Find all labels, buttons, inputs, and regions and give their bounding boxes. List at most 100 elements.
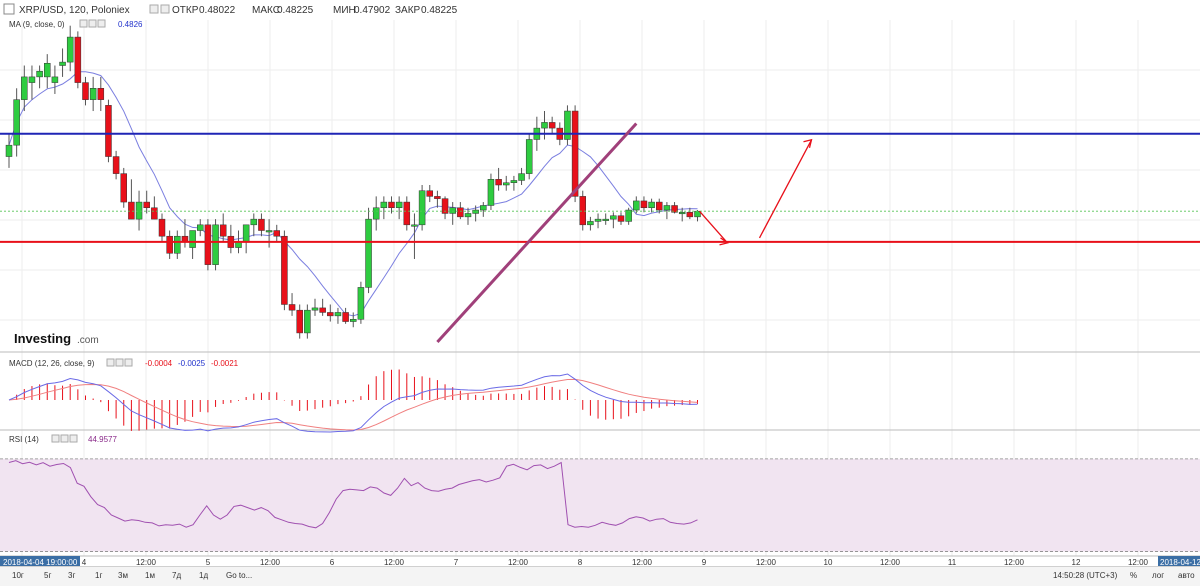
x-tick-label: 12:00 — [136, 558, 157, 567]
ohlc-open-label: ОТКР — [172, 5, 199, 16]
x-tick-label: 12:00 — [1004, 558, 1025, 567]
x-tick-label: 12:00 — [632, 558, 653, 567]
candle-up — [304, 309, 311, 334]
x-axis: 4 12:00 5 12:00 6 12:00 7 12:00 8 12:00 9 12:00 10 12… — [0, 556, 1200, 567]
candle-down — [571, 110, 579, 197]
start-date-label: 2018-04-04 19:00:00 — [3, 558, 78, 567]
candle-up — [602, 218, 609, 221]
candle-up — [518, 173, 525, 181]
collapse-icon[interactable] — [3, 3, 15, 15]
candle-up — [242, 224, 250, 243]
percent-toggle[interactable]: % — [1130, 571, 1138, 580]
candle-up — [21, 76, 28, 100]
macd-legend: MACD (12, 26, close, 9) -0.0004 -0.0025 … — [9, 358, 239, 368]
eye-icon[interactable] — [79, 19, 88, 28]
x-tick-label: 7 — [454, 558, 459, 567]
end-date-box — [1158, 556, 1200, 567]
x-tick-label: 9 — [702, 558, 707, 567]
period-1d-button[interactable]: 1д — [199, 571, 209, 580]
period-3y-button[interactable]: 3г — [68, 571, 76, 580]
settings-icon[interactable] — [115, 358, 124, 367]
rsi-panel — [0, 458, 1200, 552]
candle-up — [449, 207, 456, 214]
period-1y-button[interactable]: 1г — [95, 571, 103, 580]
period-3m-button[interactable]: 3м — [118, 571, 128, 580]
x-tick-label: 12:00 — [1128, 558, 1149, 567]
candle-up — [594, 218, 602, 222]
candle-up — [564, 110, 571, 140]
close-icon[interactable] — [69, 434, 78, 443]
candle-down — [166, 235, 173, 254]
candle-down — [548, 122, 556, 129]
log-toggle[interactable]: лог — [1152, 571, 1165, 580]
header-legend: XRP/USD, 120, Poloniex ОТКР 0.48022 МАКС… — [3, 3, 458, 29]
settings-icon[interactable] — [60, 434, 69, 443]
close-icon[interactable] — [160, 4, 170, 14]
period-1m-button[interactable]: 1м — [145, 571, 155, 580]
close-icon[interactable] — [97, 19, 106, 28]
candle-up — [28, 76, 36, 83]
symbol-title: XRP/USD, 120, Poloniex — [19, 5, 130, 16]
eye-icon[interactable] — [106, 358, 115, 367]
clock-readout: 14:50:28 (UTC+3) — [1053, 571, 1118, 580]
candle-up — [365, 218, 372, 288]
candle-down — [327, 312, 334, 317]
period-7d-button[interactable]: 7д — [172, 571, 182, 580]
candle-up — [66, 36, 74, 63]
candle-up — [472, 209, 479, 214]
macd-histogram-value: -0.0004 — [145, 359, 173, 368]
ohlc-low-label: МИН — [333, 5, 356, 16]
logo-text: Investing — [14, 331, 71, 346]
candle-up — [250, 218, 258, 226]
ohlc-open-value: 0.48022 — [199, 5, 236, 16]
candle-up — [541, 122, 548, 129]
candle-up — [265, 230, 273, 233]
x-tick-label: 12:00 — [260, 558, 281, 567]
candle-down — [686, 212, 694, 218]
candle-down — [219, 224, 227, 237]
candle-up — [487, 179, 495, 206]
candle-down — [671, 205, 678, 213]
candle-down — [434, 196, 441, 199]
ma-value: 0.4826 — [118, 20, 143, 29]
candles — [5, 25, 701, 339]
candle-down — [151, 207, 158, 220]
forecast-arrow-up — [758, 139, 813, 239]
period-5y-button[interactable]: 5г — [44, 571, 52, 580]
candle-up — [174, 235, 181, 254]
candle-down — [426, 190, 433, 197]
forecast-arrow-down — [699, 210, 728, 244]
candle-up — [189, 230, 196, 248]
candle-up — [334, 312, 342, 317]
close-icon[interactable] — [124, 358, 133, 367]
candle-down — [388, 201, 395, 209]
ohlc-close-value: 0.48225 — [421, 5, 458, 16]
settings-icon[interactable] — [149, 4, 159, 14]
candle-down — [441, 198, 449, 214]
candle-up — [197, 224, 204, 231]
macd-signal-line — [8, 378, 698, 431]
investing-logo: Investing .com — [14, 331, 99, 346]
period-10y-button[interactable]: 10г — [12, 571, 24, 580]
candle-up — [36, 70, 43, 78]
eye-icon[interactable] — [51, 434, 60, 443]
auto-toggle[interactable]: авто — [1178, 571, 1195, 580]
rsi-band — [0, 458, 1200, 552]
settings-icon[interactable] — [88, 19, 97, 28]
candle-down — [495, 179, 502, 186]
goto-button[interactable]: Go to... — [226, 571, 253, 580]
bottom-toolbar: 10г 5г 3г 1г 3м 1м 7д 1д Go to... 14:50:… — [0, 566, 1200, 586]
rsi-legend: RSI (14) 44.9577 — [9, 434, 117, 444]
candle-up — [525, 139, 533, 174]
candle-up — [357, 287, 365, 320]
trend-line — [436, 122, 638, 344]
candle-up — [625, 209, 632, 222]
candle-down — [258, 218, 265, 231]
ma-label: MA (9, close, 0) — [9, 20, 65, 29]
candle-up — [380, 201, 388, 209]
candle-up — [350, 319, 357, 322]
candle-up — [13, 99, 20, 146]
x-tick-label: 5 — [206, 558, 211, 567]
candle-down — [204, 224, 212, 265]
